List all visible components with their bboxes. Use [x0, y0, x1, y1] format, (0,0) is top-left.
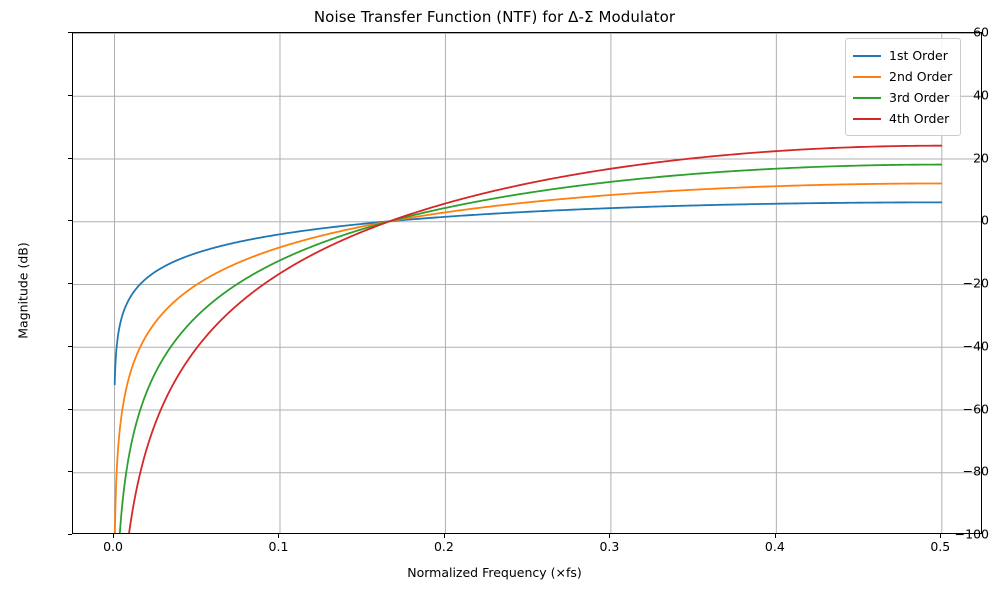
y-tick-label: −40 [962, 338, 989, 354]
grid-lines [73, 33, 981, 533]
y-tick-label: 60 [973, 24, 989, 40]
legend-item[interactable]: 3rd Order [853, 87, 952, 108]
legend-item[interactable]: 1st Order [853, 45, 952, 66]
x-tick-label: 0.1 [268, 539, 289, 554]
legend-item-label: 1st Order [889, 48, 948, 63]
legend-color-swatch [853, 117, 881, 120]
y-axis-label: Magnitude (dB) [15, 242, 31, 339]
legend-item-label: 3rd Order [889, 90, 950, 105]
chart-title: Noise Transfer Function (NTF) for Δ-Σ Mo… [313, 8, 676, 26]
x-tick-label: 0.0 [103, 539, 123, 554]
y-tick-mark [68, 94, 72, 96]
y-tick-mark [68, 157, 72, 159]
y-tick-mark [68, 32, 72, 33]
legend-item-label: 2nd Order [889, 69, 953, 84]
x-axis-label: Normalized Frequency (×fs) [407, 565, 582, 580]
legend-color-swatch [853, 54, 881, 57]
legend-item[interactable]: 4th Order [853, 108, 952, 129]
y-tick-label: 20 [973, 150, 989, 165]
y-tick-label: −80 [962, 463, 989, 479]
x-tick-mark [113, 534, 115, 538]
y-tick-mark [68, 408, 72, 410]
legend-color-swatch [853, 75, 881, 78]
y-tick-label: 40 [973, 87, 989, 103]
x-tick-label: 0.3 [599, 539, 620, 554]
y-tick-mark [68, 283, 72, 284]
plot-svg [73, 33, 981, 533]
data-series-line [118, 163, 943, 533]
legend-color-swatch [853, 96, 881, 99]
x-tick-mark [940, 534, 942, 538]
y-tick-mark [68, 345, 72, 347]
y-tick-label: 0 [981, 212, 989, 228]
y-tick-mark [68, 220, 72, 222]
chart-legend: 1st Order 2nd Order 3rd Order 4th Order [845, 38, 962, 136]
x-tick-mark [609, 534, 611, 538]
y-tick-label: −60 [962, 401, 989, 416]
data-series-line [113, 201, 943, 386]
y-tick-label: −100 [954, 526, 989, 542]
x-tick-label: 0.2 [433, 539, 454, 554]
data-series-line [114, 182, 943, 533]
y-tick-mark [68, 471, 72, 473]
x-tick-mark [443, 534, 445, 538]
legend-item[interactable]: 2nd Order [853, 66, 952, 87]
data-series-line [128, 144, 943, 533]
legend-item-label: 4th Order [889, 111, 950, 126]
y-tick-mark [68, 534, 72, 535]
x-tick-mark [278, 534, 280, 538]
x-tick-label: 0.4 [764, 539, 785, 554]
data-lines [113, 144, 943, 533]
y-tick-label: −20 [962, 275, 989, 291]
x-tick-mark [774, 534, 776, 538]
x-tick-label: 0.5 [930, 539, 951, 554]
plot-area [72, 32, 982, 534]
